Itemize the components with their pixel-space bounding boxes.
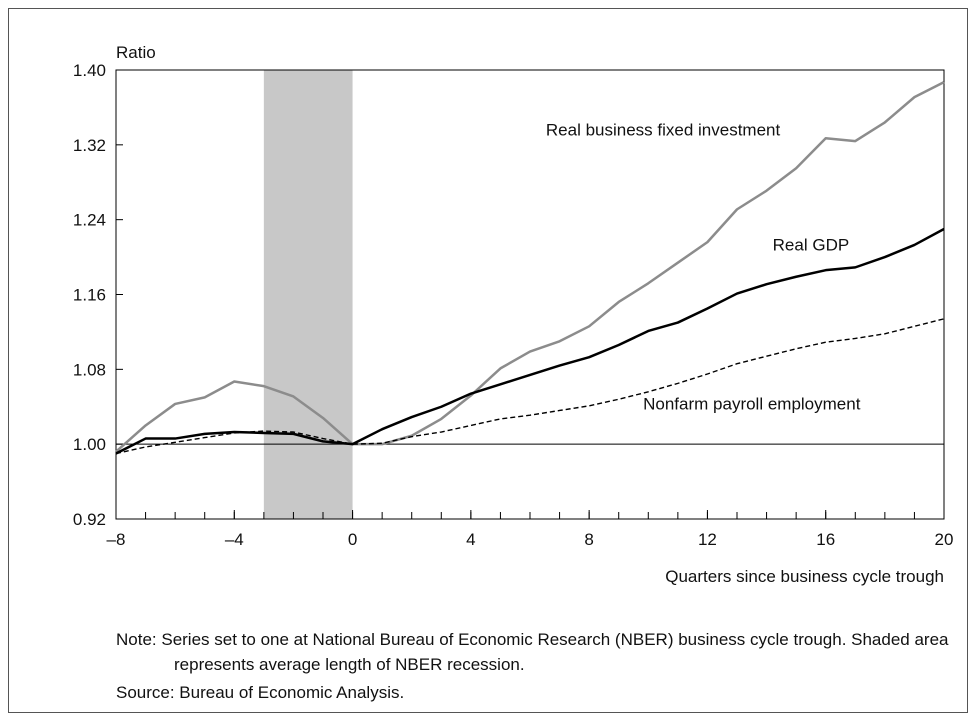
y-tick-label: 1.40 [73, 61, 106, 80]
x-tick-label: 12 [698, 530, 717, 549]
note: Note: Series set to one at National Bure… [116, 630, 949, 674]
chart: Ratio Quarters since business cycle trou… [73, 43, 954, 586]
recession-shade [263, 70, 353, 519]
x-tick-label: 8 [584, 530, 593, 549]
series-line [115, 318, 945, 455]
x-tick-label: –4 [225, 530, 244, 549]
series-line [115, 227, 945, 455]
y-tick-label: 1.32 [73, 136, 106, 155]
y-tick-label: 1.00 [73, 435, 106, 454]
series-label: Nonfarm payroll employment [643, 395, 861, 414]
source: Source: Bureau of Economic Analysis. [116, 683, 405, 702]
x-tick-label: 0 [348, 530, 357, 549]
x-tick-label: 20 [935, 530, 954, 549]
x-tick-label: –8 [107, 530, 126, 549]
x-axis-label: Quarters since business cycle trough [665, 567, 944, 586]
frame [8, 8, 968, 713]
y-tick-label: 1.16 [73, 286, 106, 305]
x-tick-label: 4 [466, 530, 475, 549]
y-axis-label: Ratio [116, 43, 156, 62]
series-label: Real GDP [773, 236, 850, 255]
series-line [115, 81, 945, 453]
y-tick-label: 0.92 [73, 510, 106, 529]
series-label: Real business fixed investment [546, 120, 781, 139]
plot-frame [115, 69, 945, 520]
y-tick-label: 1.24 [73, 211, 106, 230]
x-tick-label: 16 [816, 530, 835, 549]
y-tick-label: 1.08 [73, 360, 106, 379]
